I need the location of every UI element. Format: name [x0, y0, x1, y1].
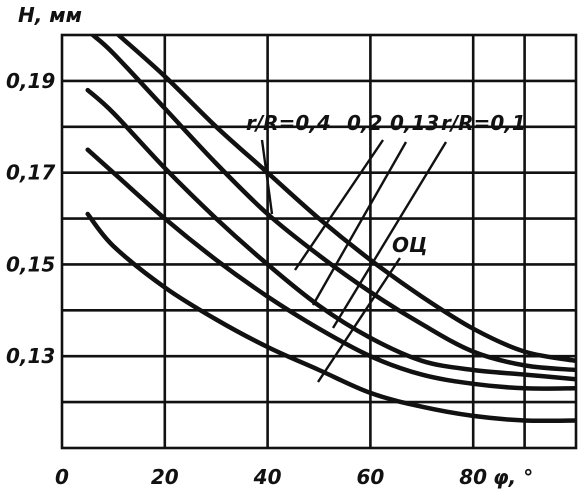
x-tick-label: 20 — [151, 465, 179, 489]
x-tick-label: 60 — [356, 465, 384, 489]
x-axis-label: φ, ° — [493, 465, 533, 489]
annotation-leader — [260, 139, 274, 215]
plot-frame — [60, 33, 578, 450]
y-tick-label: 0,15 — [6, 252, 55, 276]
y-tick-label: 0,13 — [6, 344, 55, 368]
series-line-3 — [85, 87, 576, 382]
annotation-leaders — [260, 139, 448, 383]
x-tick-label: 80 — [459, 465, 487, 489]
series-line-5 — [85, 211, 576, 424]
grid — [60, 33, 578, 450]
annotation-0-2: 0,2 — [347, 111, 382, 135]
annotation-leader — [316, 257, 402, 383]
annotation-0-13: 0,13 — [390, 111, 439, 135]
series-line-2 — [90, 35, 576, 373]
x-tick-label: 40 — [253, 465, 282, 489]
annotation-r-r-0-1: r/R=0,1 — [441, 111, 526, 135]
annotation-leader — [331, 141, 448, 329]
series-line-4 — [85, 147, 576, 391]
annotation-oc: ОЦ — [392, 233, 428, 257]
data-curves — [85, 35, 576, 424]
y-tick-label: 0,17 — [6, 161, 55, 185]
annotation-r-r-0-4: r/R=0,4 — [246, 111, 331, 135]
series-line-1 — [116, 35, 576, 364]
y-axis-label: H, мм — [18, 3, 82, 27]
y-tick-label: 0,19 — [6, 69, 55, 93]
labels: H, мм φ, ° r/R=0,4 0,2 0,13 r/R=0,1 ОЦ 0… — [6, 3, 533, 489]
x-tick-label: 0 — [55, 465, 69, 489]
annotation-leader — [294, 139, 384, 271]
annotation-leader — [311, 141, 408, 306]
